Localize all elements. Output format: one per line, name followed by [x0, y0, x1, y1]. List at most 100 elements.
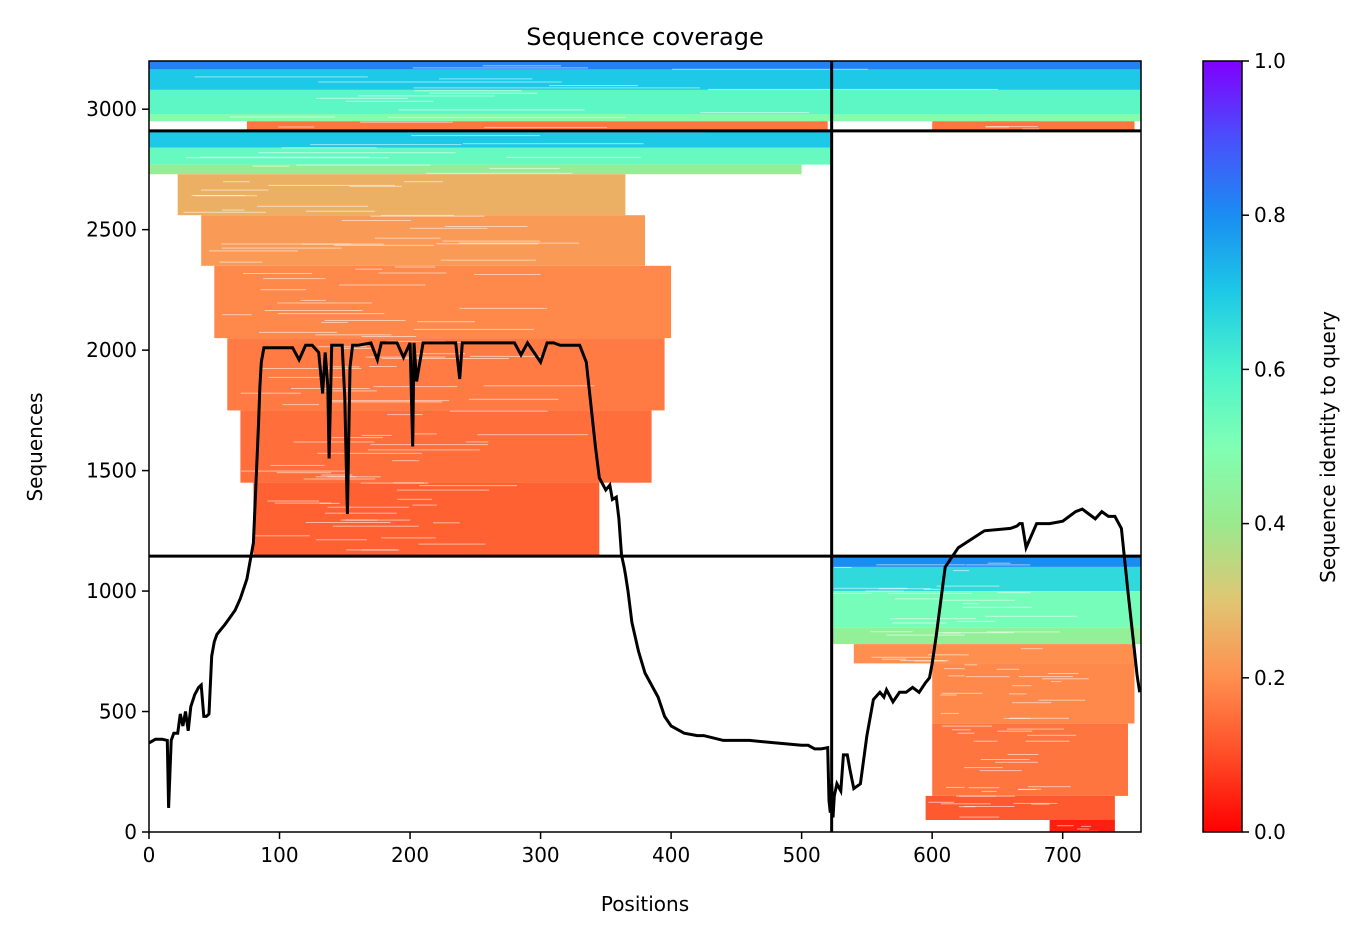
heatmap-gap [1007, 754, 1039, 755]
heatmap-gap [387, 340, 446, 342]
colorbar-tick-label: 0.0 [1254, 820, 1286, 844]
heatmap-gap [953, 570, 970, 572]
heatmap-gap [489, 167, 560, 169]
heatmap-gap [349, 185, 402, 187]
y-axis-label: Sequences [23, 392, 47, 501]
heatmap-gap [327, 506, 409, 508]
heatmap-gap [418, 543, 486, 545]
heatmap-gap [477, 434, 588, 436]
heatmap-band-1-6 [227, 338, 665, 411]
heatmap-gap [252, 165, 290, 167]
heatmap-gap [964, 664, 978, 666]
heatmap-band-2-1 [831, 567, 1141, 592]
heatmap-gap [221, 243, 352, 245]
heatmap-gap [388, 116, 626, 118]
heatmap-gap [956, 620, 996, 622]
heatmap-gap [264, 310, 363, 311]
heatmap-gap [892, 622, 947, 624]
heatmap-gap [865, 590, 904, 592]
heatmap-gap [672, 68, 868, 70]
heatmap-band-0-2 [149, 89, 1141, 114]
heatmap-band-0-1 [149, 69, 1141, 90]
heatmap-band-0-4 [246, 121, 828, 131]
heatmap-gap [412, 67, 588, 69]
coverage-heatmap [149, 61, 1141, 832]
heatmap-gap [361, 434, 392, 436]
heatmap-gap [409, 227, 488, 229]
heatmap-gap [373, 386, 458, 388]
heatmap-gap [832, 592, 872, 594]
heatmap-gap [281, 147, 377, 149]
heatmap-gap [345, 100, 434, 102]
heatmap-gap [257, 205, 369, 207]
heatmap-band-0-0 [149, 61, 1141, 70]
heatmap-gap [834, 587, 908, 589]
heatmap-band-1-8 [253, 482, 600, 557]
heatmap-gap [985, 615, 1078, 617]
coverage-line [149, 340, 1141, 818]
heatmap-gap [1080, 825, 1091, 827]
heatmap-gap [928, 654, 969, 656]
heatmap-gap [282, 404, 319, 406]
heatmap-band-1-1 [149, 147, 832, 165]
heatmap-gap [414, 90, 522, 92]
heatmap-gap [987, 562, 1011, 564]
heatmap-gap [240, 392, 301, 394]
colorbar-tick-label: 0.8 [1254, 203, 1286, 227]
heatmap-gap [345, 519, 411, 521]
heatmap-gap [936, 585, 1000, 587]
heatmap-gap [318, 81, 562, 83]
x-tick-label: 700 [1044, 843, 1082, 867]
heatmap-gap [370, 444, 489, 446]
heatmap-gap [964, 767, 1003, 769]
heatmap-gap [327, 476, 357, 478]
heatmap-gap [270, 464, 325, 466]
heatmap-gap [433, 522, 460, 524]
heatmap-band-2-4 [853, 644, 1135, 664]
heatmap-gap [355, 268, 383, 270]
heatmap-gap [935, 632, 1014, 634]
heatmap-gap [939, 599, 1015, 601]
heatmap-gap [444, 226, 528, 227]
heatmap-gap [1048, 673, 1079, 674]
y-tick-label: 2000 [86, 338, 137, 362]
heatmap-gap [392, 460, 420, 462]
colorbar-axis: 0.0 0.2 0.4 0.6 0.8 1.0 [1242, 49, 1286, 844]
plot-frame [148, 60, 1142, 833]
heatmap-gap [316, 97, 408, 99]
heatmap-gap [429, 92, 538, 94]
heatmap-gap [263, 278, 326, 280]
heatmap-gap [367, 449, 480, 451]
heatmap-gap [881, 658, 907, 660]
heatmap-gap [996, 668, 1020, 670]
heatmap-gap [268, 184, 395, 186]
heatmap-gap [243, 273, 313, 274]
heatmap-gap [1020, 648, 1043, 650]
heatmap-gap [940, 803, 991, 805]
heatmap-band-0-5 [932, 121, 1135, 131]
heatmap-gap [413, 328, 534, 330]
heatmap-gap [325, 512, 397, 514]
heatmap-gap [370, 215, 485, 217]
heatmap-gap [463, 143, 644, 145]
y-tick-label: 2500 [86, 218, 137, 242]
heatmap-gap [965, 564, 1031, 566]
heatmap-gap [442, 240, 540, 242]
heatmap-gap [381, 537, 436, 539]
heatmap-gap [253, 535, 310, 537]
heatmap-gap [1038, 699, 1086, 701]
heatmap-gap [306, 210, 375, 212]
heatmap-gap [276, 472, 332, 474]
heatmap-gap [1056, 825, 1074, 827]
heatmap-gap [397, 498, 432, 500]
x-tick-label: 100 [260, 843, 298, 867]
heatmap-gap [411, 135, 541, 137]
heatmap-gap [319, 502, 340, 504]
heatmap-gap [980, 759, 1030, 760]
heatmap-gap [436, 243, 539, 245]
heatmap-gap [194, 195, 258, 197]
heatmap-gap [317, 452, 422, 454]
x-tick-label: 500 [783, 843, 821, 867]
heatmap-gap [440, 259, 537, 261]
heatmap-gap [941, 725, 993, 727]
